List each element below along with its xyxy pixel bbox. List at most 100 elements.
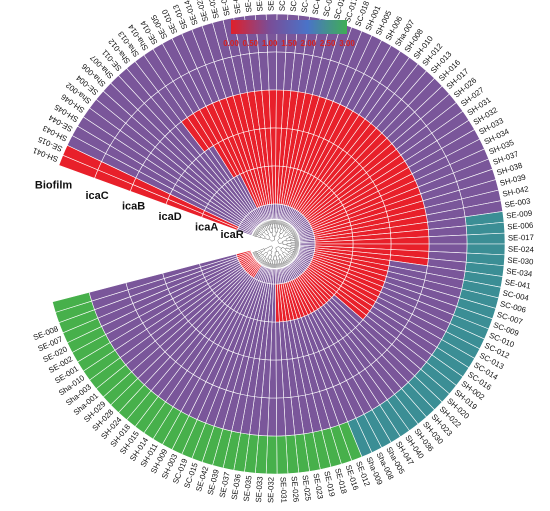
dendrogram-branch (266, 258, 269, 263)
dendrogram-branch (281, 262, 284, 267)
dendrogram-branch (281, 221, 284, 226)
dendrogram-branch (266, 225, 269, 230)
dendrogram-branch (259, 259, 263, 263)
dendrogram-branch (277, 224, 279, 229)
track-label-biofilm: Biofilm (35, 180, 72, 192)
dendrogram-branch (252, 251, 257, 255)
dendrogram-branch (258, 232, 262, 236)
dendrogram-branch (256, 256, 260, 260)
dendrogram-branch (287, 234, 289, 236)
dendrogram-branch (285, 223, 288, 228)
dendrogram-branch (256, 236, 261, 239)
dendrogram-branch (270, 247, 274, 251)
sample-label: SC-002 (289, 0, 300, 12)
dendrogram-branch (261, 249, 265, 253)
dendrogram-branch (263, 257, 267, 261)
dendrogram-branch (278, 254, 281, 256)
dendrogram-branch (258, 258, 262, 263)
dendrogram-branch (285, 260, 288, 265)
sample-label: SE-025 (301, 474, 313, 502)
dendrogram-branch (285, 228, 289, 233)
dendrogram-branch (282, 226, 286, 231)
dendrogram-branch (279, 220, 281, 225)
dendrogram (252, 219, 299, 269)
dendrogram-branch (283, 251, 288, 255)
dendrogram-branch (267, 254, 270, 259)
sample-label: SE-003 (504, 196, 531, 209)
dendrogram-branch (268, 238, 273, 242)
dendrogram-branch (280, 225, 282, 230)
dendrogram-branch (257, 251, 262, 254)
dendrogram-branch (260, 229, 262, 231)
dendrogram-branch (280, 254, 283, 259)
dendrogram-branch (290, 248, 295, 250)
dendrogram-branch (266, 233, 269, 236)
dendrogram-branch (261, 256, 265, 260)
heatmap-cell-icac (267, 51, 278, 91)
dendrogram-branch (263, 261, 266, 266)
dendrogram-branch (258, 258, 262, 262)
dendrogram-branch (252, 233, 257, 237)
dendrogram-branch (285, 255, 289, 260)
sample-label: SE-009 (506, 209, 533, 221)
dendrogram-branch (263, 232, 268, 236)
dendrogram-branch (266, 249, 270, 253)
dendrogram-branch (286, 259, 290, 264)
dendrogram-branch (264, 247, 268, 250)
dendrogram-branch (293, 249, 298, 252)
dendrogram-branch (280, 263, 282, 268)
legend-tick-label: 1.50 (281, 39, 297, 48)
dendrogram-branch (286, 254, 290, 258)
dendrogram-branch (259, 225, 263, 229)
dendrogram-branch (292, 232, 297, 235)
sample-label: SE-028 (230, 0, 243, 15)
dendrogram-branch (290, 256, 294, 260)
dendrogram-branch (284, 261, 287, 266)
dendrogram-branch (260, 224, 264, 228)
dendrogram-branch (282, 257, 286, 262)
dendrogram-branch (277, 228, 279, 233)
dendrogram-branch (262, 261, 266, 265)
dendrogram-branch (256, 249, 261, 252)
dendrogram-branch (267, 263, 270, 268)
dendrogram-branch (278, 246, 282, 249)
dendrogram-branch (289, 234, 293, 237)
dendrogram-branch (259, 253, 263, 257)
dendrogram-branch (269, 263, 272, 268)
dendrogram-branch (280, 221, 283, 226)
dendrogram-branch (263, 222, 266, 227)
dendrogram-branch (265, 253, 268, 257)
legend-tick-label: 2.00 (301, 39, 317, 48)
dendrogram-branch (267, 234, 271, 238)
dendrogram-branch (286, 224, 290, 229)
sample-label: SE-030 (507, 256, 534, 267)
dendrogram-branch (280, 220, 282, 225)
dendrogram-branch (268, 224, 271, 229)
dendrogram-branch (278, 233, 281, 238)
sample-label: SE-024 (508, 245, 535, 255)
dendrogram-branch (264, 257, 268, 262)
dendrogram-branch (278, 224, 281, 229)
dendrogram-branch (281, 257, 284, 259)
dendrogram-branch (285, 238, 287, 242)
sample-label: SE-029 (242, 0, 254, 13)
dendrogram-branch (290, 229, 295, 233)
dendrogram-branch (293, 235, 298, 238)
dendrogram-branch (266, 221, 269, 226)
dendrogram-branch (268, 220, 271, 225)
dendrogram-branch (257, 227, 261, 231)
dendrogram-branch (258, 225, 262, 230)
dendrogram-branch (263, 236, 266, 239)
dendrogram-branch (277, 220, 279, 225)
dendrogram-branch (277, 237, 281, 242)
sample-label: SE-031 (279, 477, 289, 503)
dendrogram-branch (268, 259, 271, 264)
dendrogram-branch (294, 247, 299, 250)
dendrogram-branch (256, 228, 260, 232)
dendrogram-branch (281, 230, 284, 235)
dendrogram-branch (259, 231, 263, 235)
dendrogram-branch (278, 263, 280, 268)
dendrogram-branch (288, 233, 292, 236)
